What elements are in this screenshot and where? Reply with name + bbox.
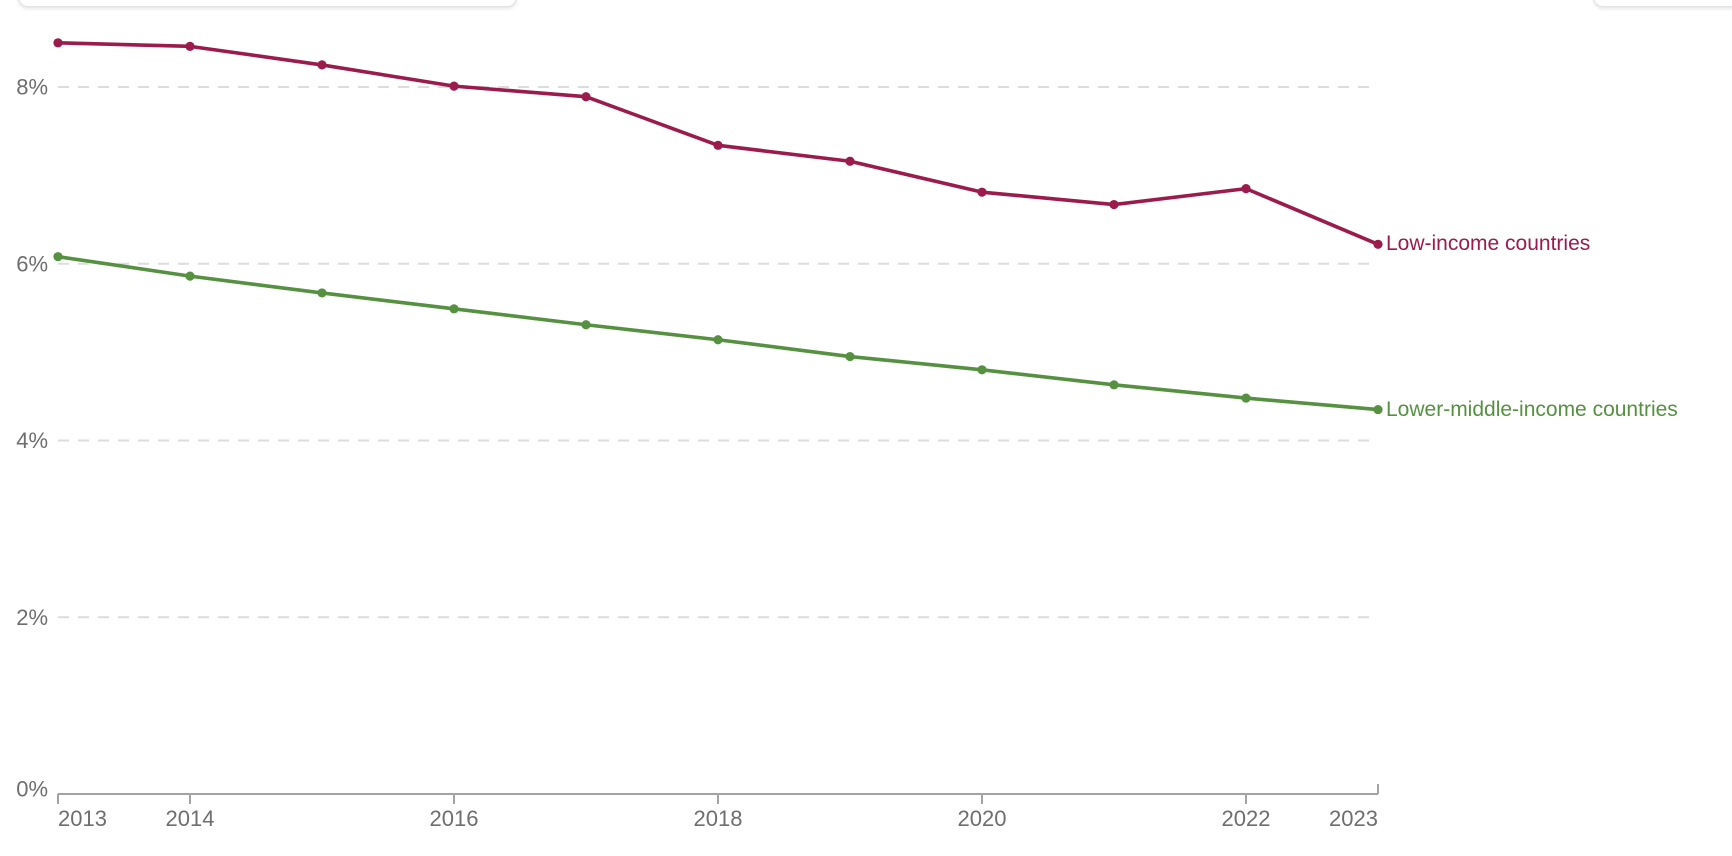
y-axis-label-2%: 2% — [16, 605, 48, 630]
data-point-1-2020[interactable] — [977, 365, 987, 375]
gridlines — [58, 86, 1378, 619]
data-point-1-2022[interactable] — [1241, 393, 1251, 403]
series-label-lower-middle-income[interactable]: Lower-middle-income countries — [1386, 397, 1678, 421]
data-point-0-2023[interactable] — [1373, 239, 1383, 249]
x-axis-label-2018: 2018 — [694, 806, 743, 831]
data-series[interactable] — [53, 38, 1383, 415]
x-axis — [57, 784, 1379, 804]
data-point-0-2016[interactable] — [449, 81, 459, 91]
series-line-1[interactable] — [56, 254, 1380, 412]
data-point-1-2014[interactable] — [185, 271, 195, 281]
data-point-0-2018[interactable] — [713, 140, 723, 150]
data-point-0-2015[interactable] — [317, 60, 327, 70]
data-point-1-2018[interactable] — [713, 335, 723, 345]
data-point-1-2023[interactable] — [1373, 404, 1383, 415]
data-point-0-2019[interactable] — [845, 156, 855, 166]
data-point-0-2022[interactable] — [1241, 184, 1251, 194]
data-point-0-2014[interactable] — [185, 41, 195, 51]
data-point-1-2015[interactable] — [317, 288, 327, 298]
y-axis-tick-labels: 0% 2% 4% 6% 8% — [16, 75, 48, 802]
x-axis-label-2013: 2013 — [58, 806, 107, 831]
x-axis-label-2014: 2014 — [166, 806, 215, 831]
data-point-1-2013[interactable] — [53, 252, 63, 262]
y-axis-label-0%: 0% — [16, 777, 48, 802]
data-point-0-2021[interactable] — [1109, 199, 1119, 210]
y-axis-label-8%: 8% — [16, 75, 48, 100]
x-axis-label-2022: 2022 — [1222, 806, 1271, 831]
series-label-low-income[interactable]: Low-income countries — [1386, 232, 1591, 256]
x-axis-label-2023: 2023 — [1329, 806, 1378, 831]
x-axis-tick-labels: 2013 2014 2016 2018 2020 2022 2023 — [58, 806, 1378, 831]
data-point-0-2020[interactable] — [977, 187, 987, 197]
x-axis-label-2020: 2020 — [958, 806, 1007, 831]
y-axis-label-6%: 6% — [16, 251, 48, 276]
data-point-1-2019[interactable] — [845, 351, 855, 362]
x-axis-label-2016: 2016 — [430, 806, 479, 831]
data-point-0-2017[interactable] — [581, 92, 591, 102]
y-axis-label-4%: 4% — [16, 428, 48, 453]
data-point-0-2013[interactable] — [53, 38, 63, 48]
data-point-1-2016[interactable] — [449, 304, 459, 314]
data-point-1-2021[interactable] — [1109, 380, 1119, 390]
data-point-1-2017[interactable] — [581, 320, 591, 330]
